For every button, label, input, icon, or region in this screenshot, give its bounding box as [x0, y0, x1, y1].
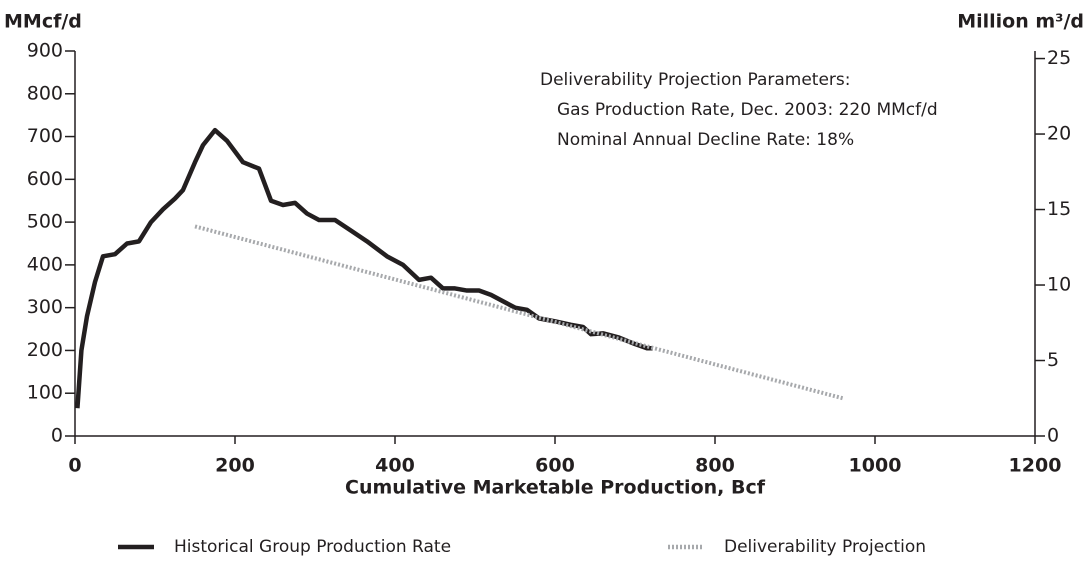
y-tick-label: 400 [27, 253, 63, 275]
y2-tick-label: 0 [1047, 425, 1059, 447]
x-tick-label: 200 [215, 455, 255, 477]
x-tick-label: 800 [695, 455, 735, 477]
x-tick-label: 1000 [849, 455, 902, 477]
y-tick-label: 700 [27, 125, 63, 147]
y-tick-label: 900 [27, 40, 63, 62]
annotation: Nominal Annual Decline Rate: 18% [557, 130, 854, 150]
y2-tick-label: 25 [1047, 47, 1071, 69]
y-tick-label: 200 [27, 339, 63, 361]
y-tick-label: 0 [51, 425, 63, 447]
x-tick-label: 0 [68, 455, 81, 477]
series-line [75, 127, 653, 409]
y-tick-label: 800 [27, 82, 63, 104]
y2-tick-label: 5 [1047, 349, 1059, 371]
legend-label: Historical Group Production Rate [174, 537, 451, 557]
x-tick-label: 400 [375, 455, 415, 477]
y-tick-label: 500 [27, 211, 63, 233]
y2-tick-label: 15 [1047, 198, 1071, 220]
annotation: Gas Production Rate, Dec. 2003: 220 MMcf… [557, 100, 938, 120]
y-tick-label: 300 [27, 296, 63, 318]
y-tick-label: 100 [27, 382, 63, 404]
legend-label: Deliverability Projection [724, 537, 926, 557]
y-tick-label: 600 [27, 168, 63, 190]
x-tick-label: 600 [535, 455, 575, 477]
y2-axis-label: Million m³/d [957, 11, 1084, 33]
annotation: Deliverability Projection Parameters: [540, 70, 851, 90]
series-line [194, 224, 844, 401]
x-axis-label: Cumulative Marketable Production, Bcf [345, 477, 766, 499]
y2-tick-label: 20 [1047, 123, 1071, 145]
y-axis-label: MMcf/d [4, 11, 82, 33]
y2-tick-label: 10 [1047, 274, 1071, 296]
x-tick-label: 1200 [1009, 455, 1062, 477]
